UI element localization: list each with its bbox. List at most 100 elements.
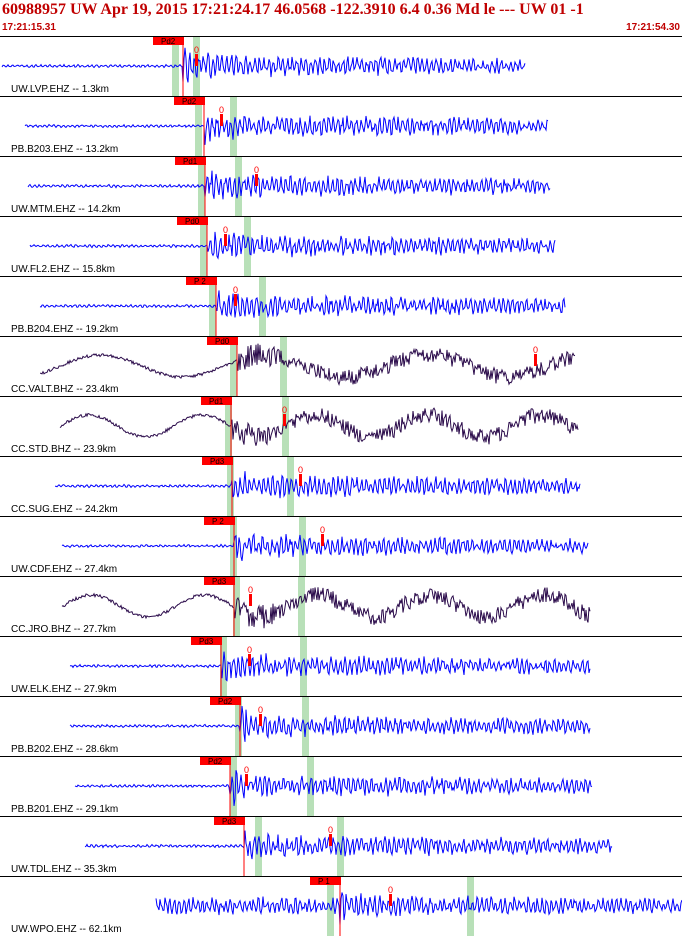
waveform xyxy=(84,830,613,860)
trace-panel: Pd2 0 PB.B203.EHZ -- 13.2km xyxy=(0,96,682,156)
trace-canvas: Pd1 0 xyxy=(0,156,682,216)
station-label: CC.STD.BHZ -- 23.9km xyxy=(10,444,118,455)
station-label: UW.FL2.EHZ -- 15.8km xyxy=(10,264,116,275)
s-marker xyxy=(259,714,262,726)
pick-label: Pd2 xyxy=(182,97,197,106)
trace-panel: P 2 0 UW.CDF.EHZ -- 27.4km xyxy=(0,516,682,576)
s-marker xyxy=(283,414,286,426)
phase-window-band xyxy=(299,516,306,576)
pick-flag xyxy=(177,216,208,225)
trace-panel: Pd3 0 CC.SUG.EHZ -- 24.2km xyxy=(0,456,682,516)
phase-window-band xyxy=(300,636,307,696)
s-marker xyxy=(195,54,198,66)
pick-label: P 2 xyxy=(194,277,206,286)
station-label: CC.SUG.EHZ -- 24.2km xyxy=(10,504,119,515)
trace-canvas: P 2 0 xyxy=(0,516,682,576)
phase-window-band xyxy=(220,636,227,696)
pick-flag xyxy=(204,516,235,525)
s-marker-label: 0 xyxy=(282,405,287,415)
pick-flag xyxy=(201,396,232,405)
pick-label: Pd3 xyxy=(222,817,237,826)
waveform xyxy=(69,651,591,682)
trace-canvas: P 1 0 xyxy=(0,876,682,936)
trace-panel: Pd2 0 PB.B201.EHZ -- 29.1km xyxy=(0,756,682,816)
waveform xyxy=(29,231,556,260)
pick-flag xyxy=(207,336,238,345)
pick-label: Pd1 xyxy=(209,397,224,406)
s-marker-label: 0 xyxy=(388,885,393,895)
phase-window-band xyxy=(337,816,344,876)
s-marker-label: 0 xyxy=(247,645,252,655)
waveform xyxy=(39,290,566,319)
phase-window-band xyxy=(327,876,334,936)
trace-panel: Pd3 0 UW.ELK.EHZ -- 27.9km xyxy=(0,636,682,696)
pick-flag xyxy=(175,156,206,165)
trace-panel: Pd0 0 CC.VALT.BHZ -- 23.4km xyxy=(0,336,682,396)
s-marker-label: 0 xyxy=(194,45,199,55)
waveform xyxy=(59,407,579,446)
event-header: 60988957 UW Apr 19, 2015 17:21:24.17 46.… xyxy=(0,0,682,36)
pick-label: Pd3 xyxy=(199,637,214,646)
trace-canvas: Pd2 0 xyxy=(0,696,682,756)
s-marker-label: 0 xyxy=(219,105,224,115)
pick-label: Pd3 xyxy=(210,457,225,466)
phase-window-band xyxy=(230,336,237,396)
s-marker-label: 0 xyxy=(328,825,333,835)
station-label: UW.TDL.EHZ -- 35.3km xyxy=(10,864,118,875)
s-marker-label: 0 xyxy=(258,705,263,715)
station-label: PB.B204.EHZ -- 19.2km xyxy=(10,324,120,335)
trace-canvas: Pd3 0 xyxy=(0,636,682,696)
phase-window-band xyxy=(244,216,251,276)
station-label: PB.B203.EHZ -- 13.2km xyxy=(10,144,120,155)
s-marker xyxy=(389,894,392,906)
phase-window-band xyxy=(195,96,202,156)
phase-window-band xyxy=(172,36,179,96)
phase-window-band xyxy=(255,816,262,876)
s-marker xyxy=(299,474,302,486)
s-marker xyxy=(329,834,332,846)
trace-panel: Pd3 0 UW.TDL.EHZ -- 35.3km xyxy=(0,816,682,876)
trace-canvas: P 2 0 xyxy=(0,276,682,336)
s-marker xyxy=(248,654,251,666)
pick-label: Pd0 xyxy=(185,217,200,226)
trace-canvas: Pd0 0 xyxy=(0,336,682,396)
trace-panel: P 2 0 PB.B204.EHZ -- 19.2km xyxy=(0,276,682,336)
s-marker xyxy=(245,774,248,786)
trace-panel: Pd1 0 CC.STD.BHZ -- 23.9km xyxy=(0,396,682,456)
s-marker xyxy=(234,294,237,306)
trace-canvas: Pd2 0 xyxy=(0,756,682,816)
trace-panel: Pd3 0 CC.JRO.BHZ -- 27.7km xyxy=(0,576,682,636)
pick-flag xyxy=(174,96,205,105)
trace-panel: Pd0 0 UW.FL2.EHZ -- 15.8km xyxy=(0,216,682,276)
trace-panel: Pd2 0 UW.LVP.EHZ -- 1.3km xyxy=(0,36,682,96)
s-marker-label: 0 xyxy=(320,525,325,535)
station-label: UW.LVP.EHZ -- 1.3km xyxy=(10,84,110,95)
pick-flag xyxy=(153,36,184,45)
s-marker-label: 0 xyxy=(223,225,228,235)
pick-label: Pd2 xyxy=(218,697,233,706)
pick-flag xyxy=(202,456,233,465)
s-marker-label: 0 xyxy=(533,345,538,355)
station-label: UW.MTM.EHZ -- 14.2km xyxy=(10,204,122,215)
pick-flag xyxy=(210,696,241,705)
trace-canvas: Pd2 0 xyxy=(0,96,682,156)
pick-flag xyxy=(186,276,217,285)
pick-label: Pd2 xyxy=(208,757,223,766)
phase-window-band xyxy=(307,756,314,816)
waveform xyxy=(24,115,549,145)
s-marker xyxy=(534,354,537,366)
pick-label: Pd3 xyxy=(212,577,227,586)
trace-canvas: Pd3 0 xyxy=(0,576,682,636)
trace-canvas: Pd0 0 xyxy=(0,216,682,276)
phase-window-band xyxy=(280,336,287,396)
pick-label: Pd1 xyxy=(183,157,198,166)
station-label: PB.B202.EHZ -- 28.6km xyxy=(10,744,120,755)
pick-label: P 2 xyxy=(212,517,224,526)
waveform xyxy=(69,705,591,742)
station-label: CC.VALT.BHZ -- 23.4km xyxy=(10,384,120,395)
station-label: UW.WPO.EHZ -- 62.1km xyxy=(10,924,123,935)
waveform xyxy=(40,343,576,386)
station-label: UW.ELK.EHZ -- 27.9km xyxy=(10,684,118,695)
station-label: UW.CDF.EHZ -- 27.4km xyxy=(10,564,119,575)
phase-window-band xyxy=(209,276,216,336)
